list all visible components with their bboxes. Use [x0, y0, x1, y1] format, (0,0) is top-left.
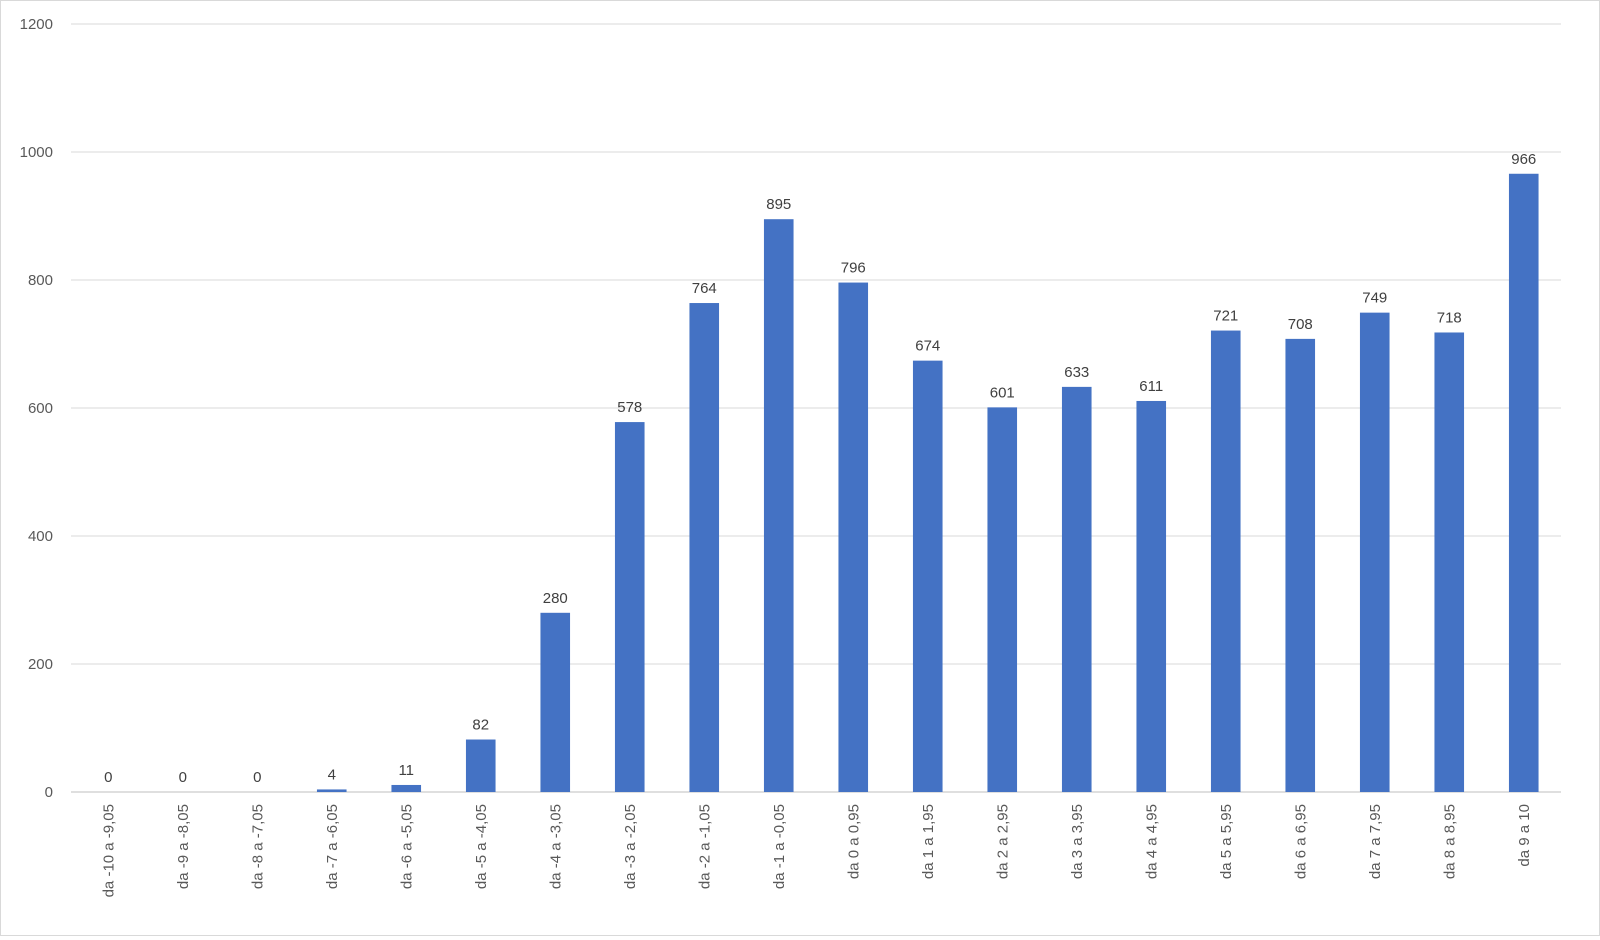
- bar: [1210, 330, 1241, 792]
- bar: [1508, 173, 1539, 792]
- x-tick-label: da 3 a 3,95: [1069, 804, 1086, 879]
- data-label: 895: [766, 196, 791, 213]
- data-label: 721: [1213, 308, 1238, 325]
- x-tick-label: da -2 a -1,05: [696, 804, 713, 889]
- x-tick-label: da -8 a -7,05: [249, 804, 266, 889]
- data-label: 718: [1437, 309, 1462, 326]
- x-tick-label: da -6 a -5,05: [398, 804, 415, 889]
- data-label: 11: [398, 762, 414, 779]
- bar: [465, 739, 496, 792]
- y-tick-label: 1200: [20, 16, 53, 33]
- bar: [614, 422, 645, 792]
- gridlines: [71, 23, 1561, 793]
- x-tick-label: da 2 a 2,95: [994, 804, 1011, 879]
- data-label: 966: [1511, 151, 1536, 168]
- x-axis-ticks: da -10 a -9,05 da -9 a -8,05 da -8 a -7,05…: [100, 804, 1533, 897]
- data-label: 82: [472, 717, 489, 734]
- bar: [1061, 386, 1092, 792]
- x-tick-label: da -5 a -4,05: [473, 804, 490, 889]
- x-tick-label: da -3 a -2,05: [622, 804, 639, 889]
- bar: [1136, 400, 1167, 792]
- data-label: 749: [1362, 290, 1387, 307]
- x-tick-label: da 4 a 4,95: [1143, 804, 1160, 879]
- data-label: 0: [104, 769, 112, 786]
- data-label: 633: [1064, 364, 1089, 381]
- bar: [391, 784, 422, 792]
- x-tick-label: da 0 a 0,95: [845, 804, 862, 879]
- y-tick-label: 200: [28, 656, 53, 673]
- x-tick-label: da 6 a 6,95: [1292, 804, 1309, 879]
- data-labels: 0 0 0 4 11 82 280 578 764 895 796 674 601 633 611 721 70…: [104, 151, 1536, 786]
- x-tick-label: da 1 a 1,95: [920, 804, 937, 879]
- x-tick-label: da 9 a 10: [1516, 804, 1533, 867]
- bar: [689, 303, 720, 792]
- data-label: 0: [253, 769, 261, 786]
- y-axis-ticks: 0 200 400 600 800 1000 1200: [20, 16, 53, 801]
- data-label: 611: [1139, 378, 1163, 395]
- y-tick-label: 400: [28, 528, 53, 545]
- data-label: 280: [543, 590, 568, 607]
- bar: [316, 789, 347, 792]
- data-label: 578: [617, 399, 642, 416]
- data-label: 4: [328, 766, 336, 783]
- x-tick-label: da 7 a 7,95: [1367, 804, 1384, 879]
- data-label: 674: [915, 338, 940, 355]
- bar: [1285, 338, 1316, 792]
- bar: [1434, 332, 1465, 792]
- bar: [912, 360, 943, 792]
- data-label: 708: [1288, 316, 1313, 333]
- y-tick-label: 800: [28, 272, 53, 289]
- y-tick-label: 0: [45, 784, 53, 801]
- bar: [1359, 312, 1390, 792]
- x-tick-label: da -4 a -3,05: [547, 804, 564, 889]
- bar: [987, 407, 1018, 792]
- x-tick-label: da 8 a 8,95: [1441, 804, 1458, 879]
- x-tick-label: da -1 a -0,05: [771, 804, 788, 889]
- bar: [540, 612, 571, 792]
- data-label: 796: [841, 260, 866, 277]
- y-tick-label: 600: [28, 400, 53, 417]
- y-tick-label: 1000: [20, 144, 53, 161]
- bars: [316, 173, 1539, 792]
- x-tick-label: da 5 a 5,95: [1218, 804, 1235, 879]
- bar: [838, 282, 869, 792]
- data-label: 601: [990, 384, 1015, 401]
- x-tick-label: da -10 a -9,05: [100, 804, 117, 897]
- data-label: 0: [179, 769, 187, 786]
- data-label: 764: [692, 280, 717, 297]
- bar: [763, 219, 794, 792]
- x-tick-label: da -9 a -8,05: [175, 804, 192, 889]
- x-tick-label: da -7 a -6,05: [324, 804, 341, 889]
